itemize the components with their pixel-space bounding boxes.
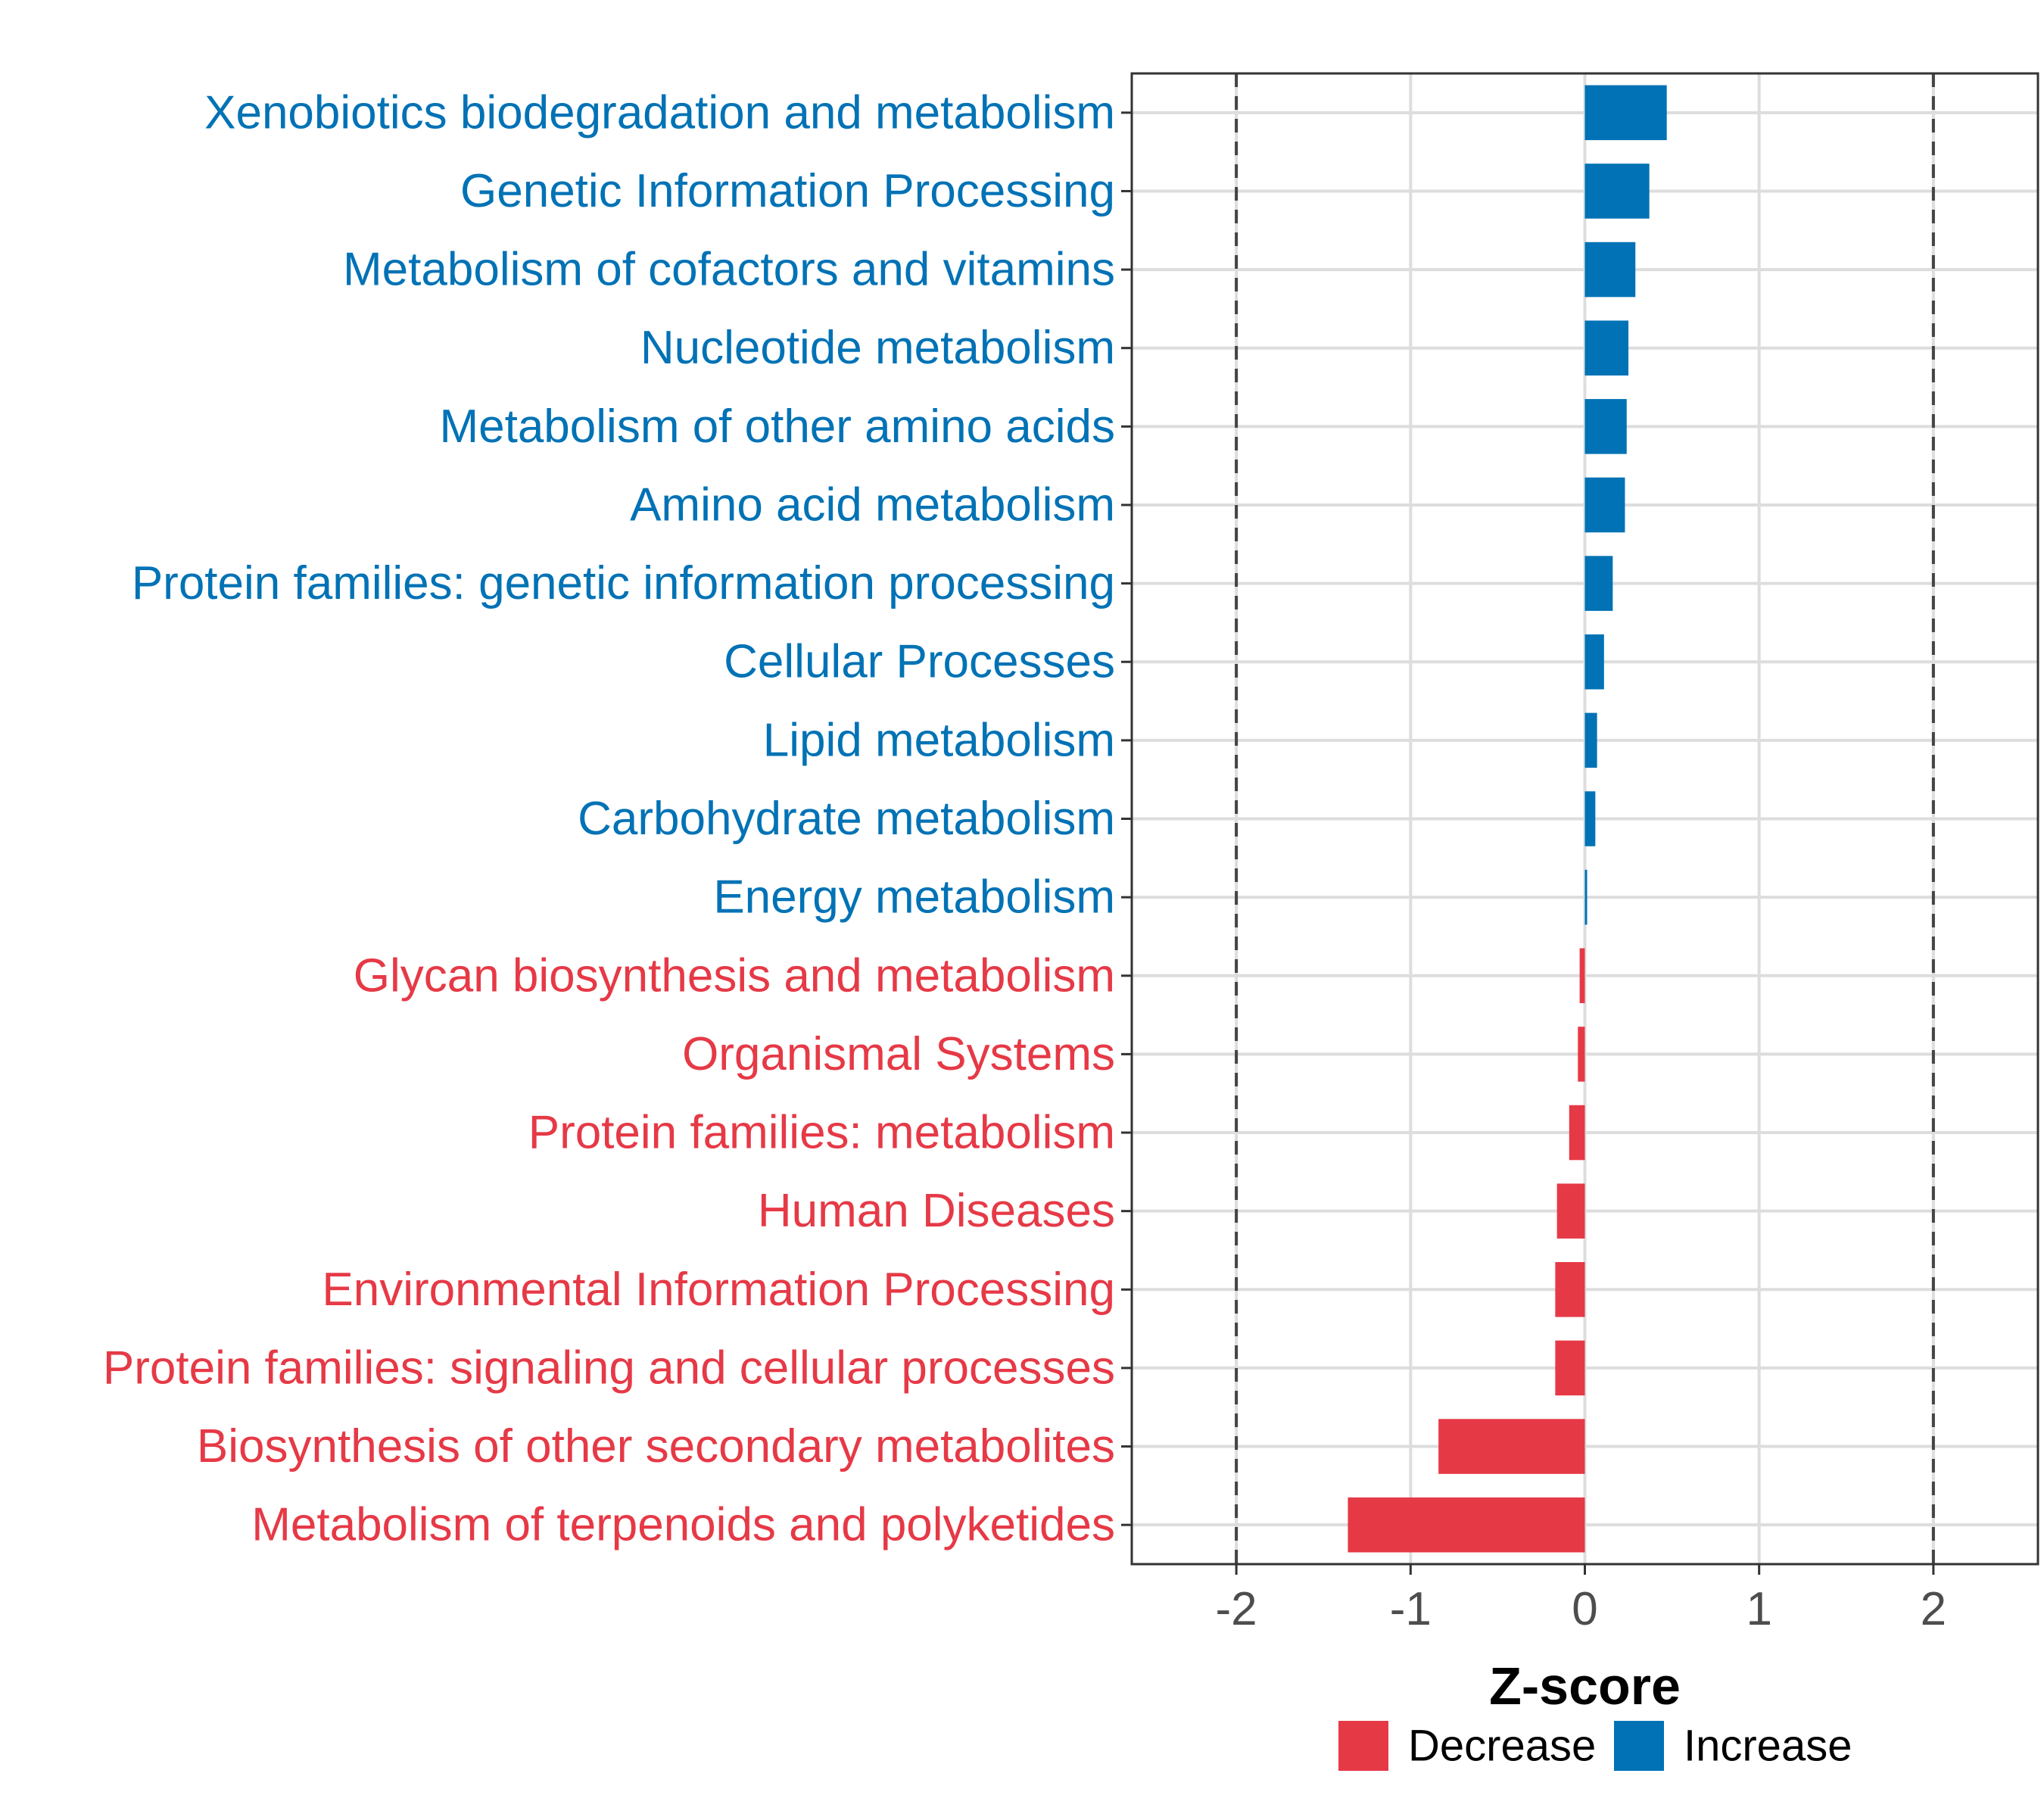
legend: Decrease Increase [1338, 1721, 1852, 1771]
bar-15 [1556, 1183, 1585, 1239]
bar-14 [1569, 1105, 1585, 1161]
category-label: Human Diseases [758, 1185, 1115, 1237]
x-tick-label: 0 [1572, 1583, 1597, 1635]
category-label: Organismal Systems [682, 1028, 1115, 1080]
legend-label-decrease: Decrease [1408, 1722, 1596, 1771]
category-label: Carbohydrate metabolism [578, 793, 1115, 845]
bar-17 [1555, 1340, 1585, 1396]
x-axis-title: Z-score [1489, 1656, 1681, 1716]
category-label: Glycan biosynthesis and metabolism [354, 949, 1115, 1002]
category-label: Cellular Processes [724, 636, 1115, 688]
category-label: Metabolism of other amino acids [439, 400, 1115, 453]
legend-key-increase [1614, 1721, 1664, 1771]
bar-18 [1438, 1419, 1585, 1474]
category-label: Environmental Information Processing [322, 1264, 1115, 1316]
bar-5 [1584, 399, 1627, 454]
bar-10 [1584, 791, 1596, 846]
category-label: Protein families: genetic information pr… [132, 557, 1115, 609]
bar-1 [1584, 85, 1667, 141]
category-label: Biosynthesis of other secondary metaboli… [197, 1420, 1115, 1473]
x-tick-label: -2 [1216, 1583, 1257, 1635]
category-label: Energy metabolism [713, 871, 1115, 924]
bar-16 [1555, 1262, 1585, 1317]
y-axis-ticks [1121, 111, 1132, 1526]
category-label: Amino acid metabolism [630, 478, 1115, 531]
bar-7 [1584, 556, 1613, 611]
bar-2 [1584, 164, 1650, 219]
bar-12 [1579, 948, 1585, 1004]
x-axis-ticks: -2 -1 0 1 2 [1216, 1564, 1946, 1635]
category-label: Nucleotide metabolism [640, 322, 1115, 374]
legend-label-increase: Increase [1684, 1722, 1852, 1771]
bar-9 [1584, 712, 1597, 768]
category-label: Metabolism of terpenoids and polyketides [251, 1499, 1115, 1551]
bars-layer [1348, 85, 1667, 1553]
category-labels: Xenobiotics biodegradation and metabolis… [103, 86, 1115, 1551]
bar-19 [1348, 1497, 1585, 1553]
category-label: Metabolism of cofactors and vitamins [343, 244, 1115, 296]
bar-4 [1584, 320, 1629, 376]
bar-11 [1584, 869, 1588, 925]
bar-8 [1584, 634, 1604, 690]
category-label: Lipid metabolism [763, 714, 1115, 766]
category-label: Protein families: signaling and cellular… [103, 1342, 1115, 1394]
bar-6 [1584, 477, 1625, 533]
bar-13 [1578, 1027, 1585, 1082]
category-label: Protein families: metabolism [528, 1107, 1115, 1159]
category-label: Genetic Information Processing [460, 165, 1115, 217]
bar-3 [1584, 242, 1636, 298]
x-tick-label: -1 [1390, 1583, 1432, 1635]
legend-key-decrease [1338, 1721, 1388, 1771]
x-tick-label: 1 [1746, 1583, 1771, 1635]
category-label: Xenobiotics biodegradation and metabolis… [204, 86, 1115, 139]
x-tick-label: 2 [1921, 1583, 1946, 1635]
